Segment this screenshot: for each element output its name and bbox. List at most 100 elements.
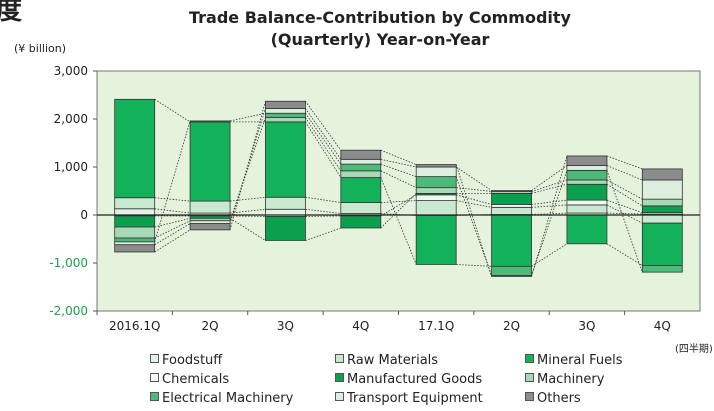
y-tick-label: -2,000 [49, 304, 88, 318]
bar-segment [265, 100, 306, 109]
connector-line [455, 166, 492, 191]
legend-item: Others [525, 391, 581, 406]
bar-segment [641, 222, 683, 266]
bar-segment [265, 117, 306, 123]
connector-line [380, 158, 417, 168]
connector-line [531, 165, 568, 191]
bar-segment [340, 202, 382, 214]
legend-swatch [150, 373, 159, 382]
bar-segment [415, 166, 457, 177]
bar-segment [415, 194, 457, 201]
bar-segment [641, 179, 683, 200]
bar-segment [114, 244, 156, 253]
bar-segment [415, 215, 457, 265]
bar-segment [189, 223, 231, 231]
legend-swatch [335, 354, 344, 363]
bar-segment [566, 204, 608, 214]
legend-item: Manufactured Goods [335, 372, 482, 387]
connector-line [154, 217, 191, 228]
connector-line [531, 170, 568, 276]
chart-title-line-1: Trade Balance-Contribution by Commodity [189, 8, 571, 27]
connector-line [305, 108, 342, 160]
connector-line [455, 176, 492, 276]
x-tick-label: 2Q [503, 319, 520, 333]
bar-segment [641, 214, 683, 224]
bar-segment [491, 206, 532, 215]
connector-line [380, 149, 417, 165]
connector-line [229, 117, 266, 221]
x-tick-label: 4Q [654, 319, 671, 333]
legend-swatch [525, 354, 534, 363]
period-note: (四半期) [675, 344, 713, 355]
y-axis-unit-label: (¥ billion) [14, 42, 66, 55]
bar-segment [491, 190, 532, 192]
bar-segment [265, 112, 306, 118]
connector-line [229, 112, 266, 122]
bar-segment [340, 177, 382, 203]
bar-segment [114, 197, 156, 210]
bar-segment [189, 220, 231, 225]
connector-line [154, 223, 191, 246]
connector-line [606, 179, 643, 200]
legend-swatch [150, 354, 159, 363]
legend-label: Machinery [537, 372, 605, 387]
legend-item: Raw Materials [335, 353, 438, 368]
connector-line [456, 200, 492, 208]
bar-segment [340, 158, 382, 165]
y-tick-label: 3,000 [54, 64, 88, 78]
connector-line [154, 229, 191, 253]
legend-swatch [150, 392, 159, 401]
connector-line [305, 121, 342, 178]
legend-item: Electrical Machinery [150, 391, 293, 406]
corner-heading-fragment: 度 [0, 0, 23, 26]
x-tick-label: 3Q [277, 319, 294, 333]
bar-segment [566, 165, 608, 171]
bar-segment [491, 204, 532, 208]
bar-segment [340, 170, 382, 178]
connector-line [229, 101, 266, 230]
bar-segment [265, 108, 306, 114]
bar-segment [641, 198, 683, 207]
connector-line [154, 98, 191, 123]
bar-segment [114, 208, 156, 216]
stacked-bar-chart: 3,000 2,000 1,000 0 -1,000 -2,000 2016.1Q 2Q 3Q 4… [49, 64, 701, 333]
x-tick-label: 2Q [202, 319, 219, 333]
legend-label: Raw Materials [347, 353, 439, 368]
x-tick-label: 17.1Q [418, 319, 454, 333]
bar-segment [114, 241, 156, 246]
legend-swatch [335, 373, 344, 382]
bar-segment [566, 183, 608, 201]
bar-segment [265, 216, 306, 241]
bar-segment [566, 199, 608, 206]
connector-line [531, 243, 568, 267]
connector-line [606, 199, 643, 213]
y-tick-label: 0 [80, 208, 88, 222]
connector-line [606, 204, 643, 224]
bar-segment [415, 200, 457, 216]
connector-line [305, 101, 342, 151]
bar-segment [114, 215, 156, 228]
bar-segment [340, 149, 382, 160]
legend-label: Foodstuff [162, 353, 223, 368]
bar-segment [189, 120, 231, 123]
bar-segment [641, 205, 683, 214]
bar-segment [566, 169, 608, 181]
x-tick-label: 3Q [578, 319, 595, 333]
connector-line [606, 155, 643, 170]
connector-line [380, 194, 417, 217]
y-tick-label: 1,000 [54, 160, 88, 174]
connector-line [380, 163, 417, 177]
y-tick-label: 2,000 [54, 112, 88, 126]
bar-segment [491, 265, 532, 276]
x-tick-label: 2016.1Q [109, 319, 160, 333]
bar-segment [641, 168, 683, 181]
connector-line [154, 120, 191, 242]
legend-label: Manufactured Goods [347, 372, 483, 387]
bar-segment [114, 98, 156, 199]
connector-line [380, 177, 417, 265]
connector-line [229, 218, 266, 241]
legend-label: Electrical Machinery [162, 391, 294, 406]
bar-segment [415, 164, 457, 168]
bar-segment [114, 237, 156, 243]
